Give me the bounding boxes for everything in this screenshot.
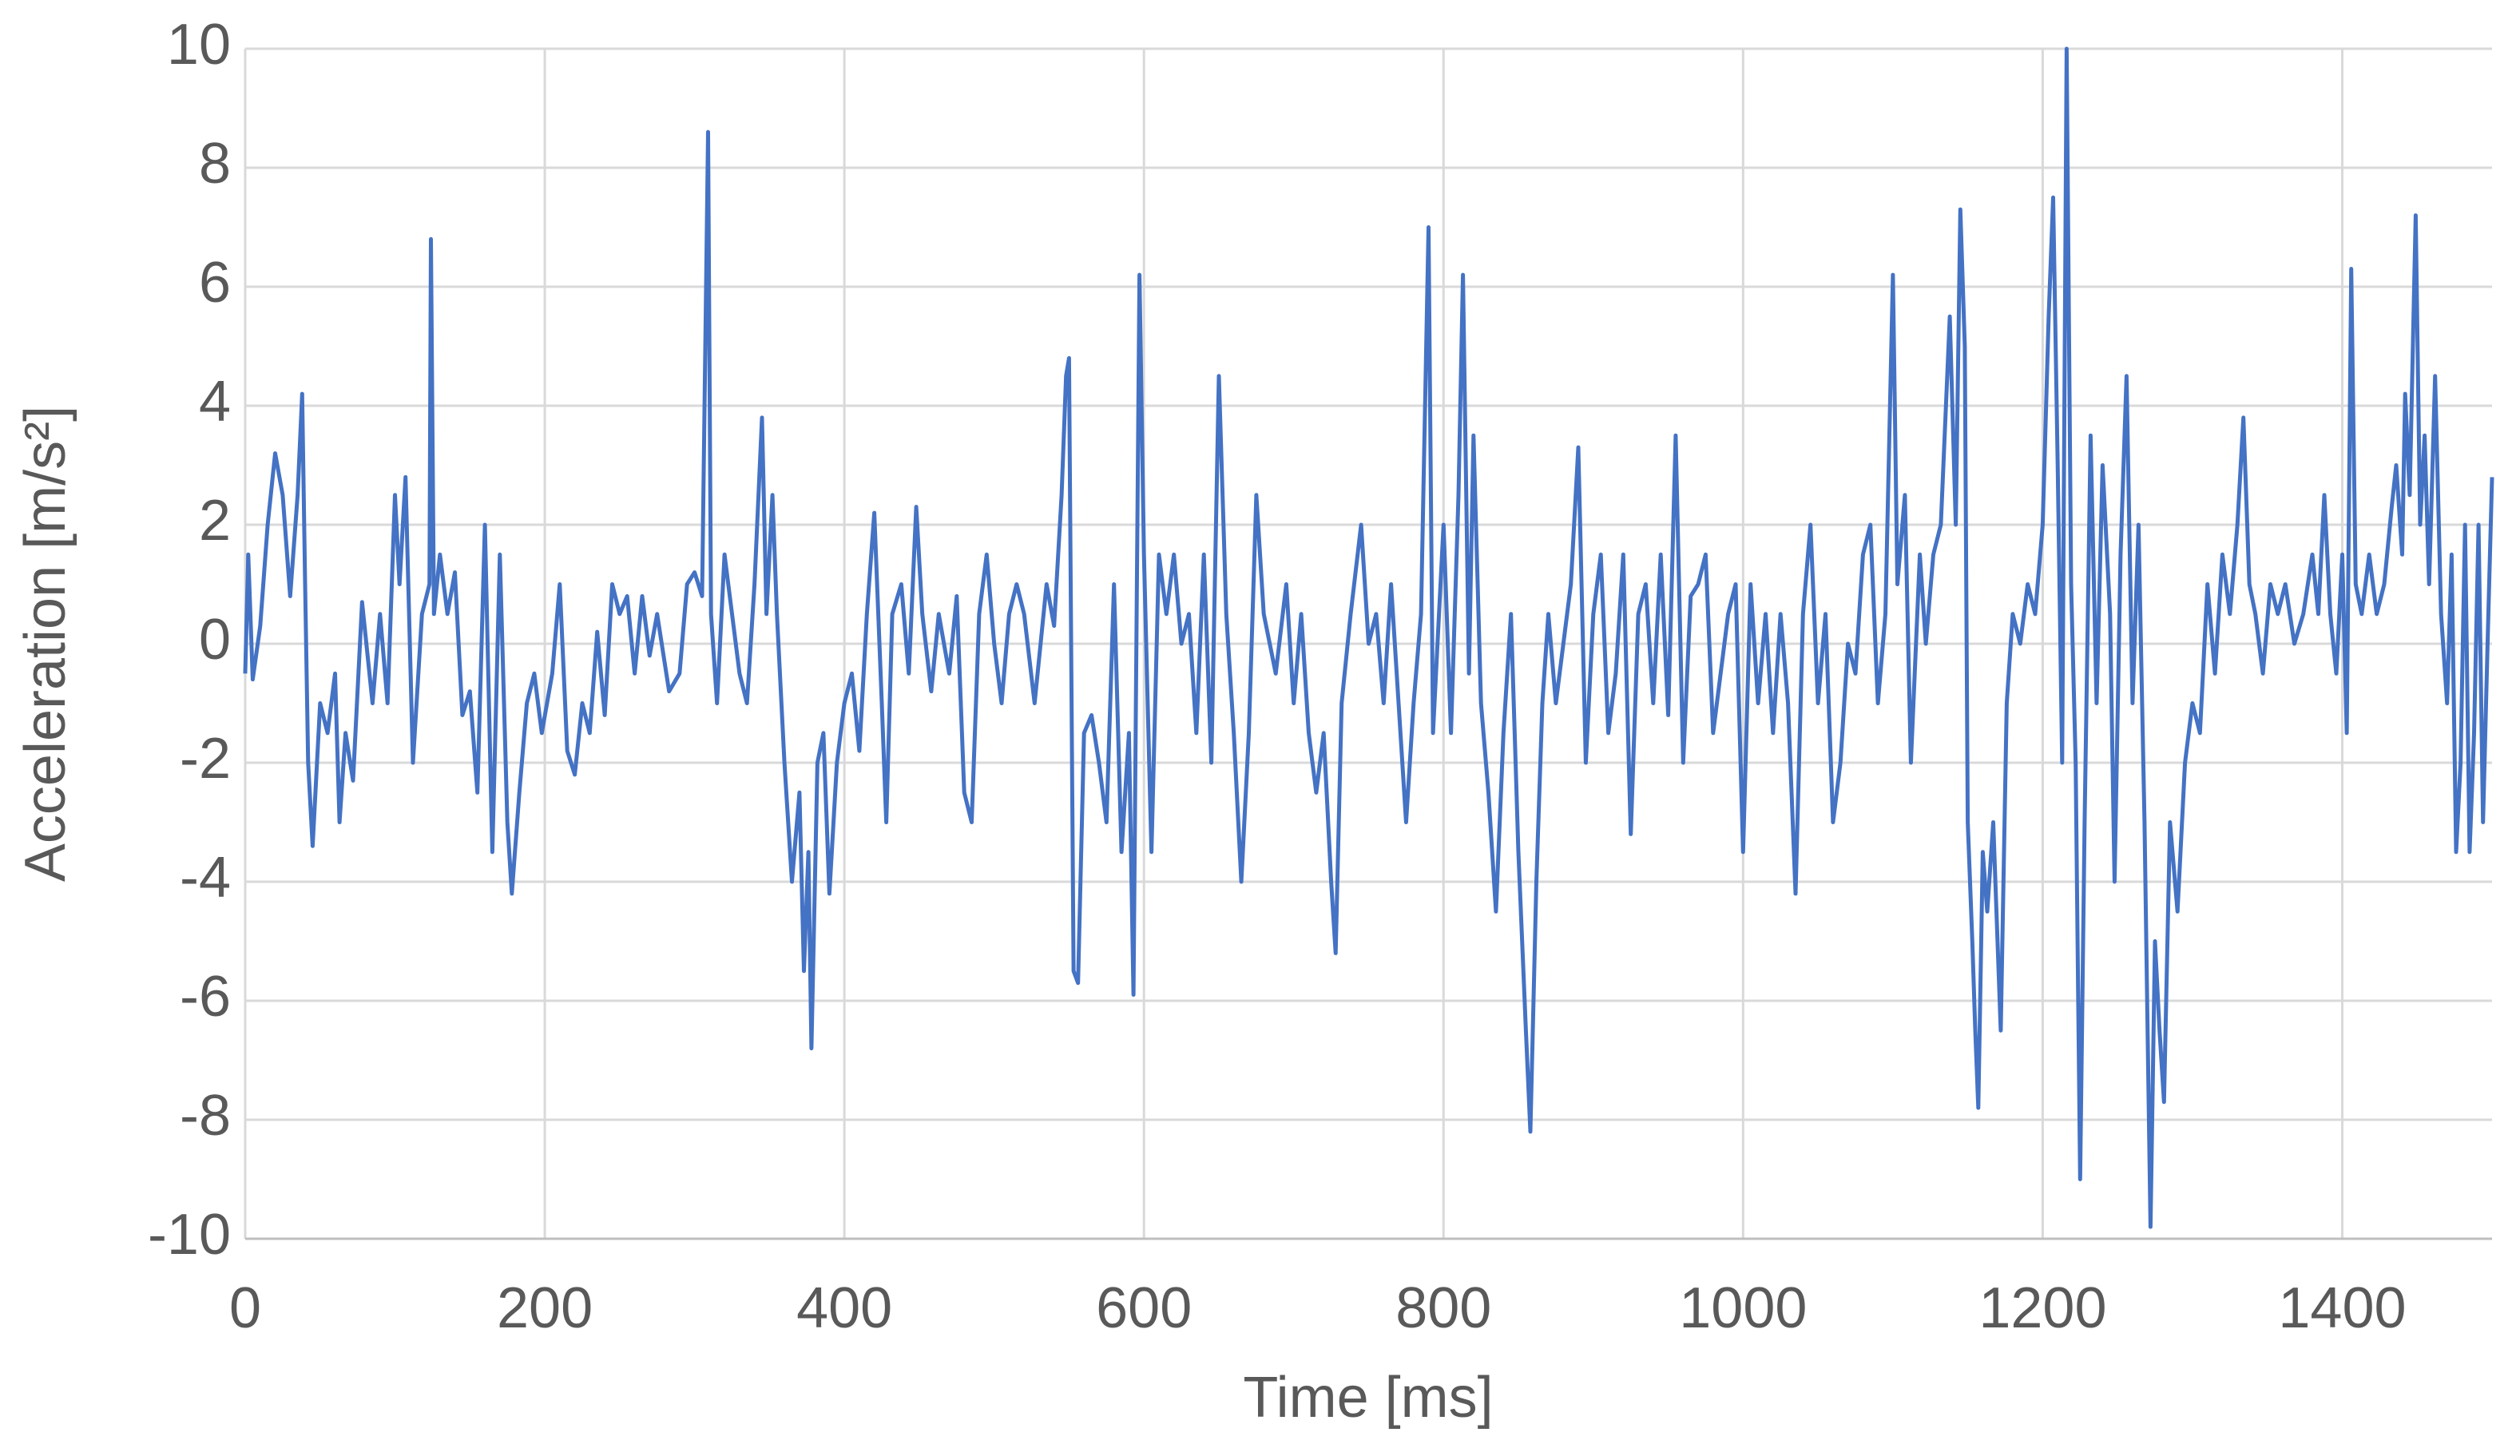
y-tick-label: -10: [148, 1203, 231, 1267]
y-tick-label: -2: [180, 727, 231, 791]
x-tick-label: 0: [229, 1276, 261, 1340]
x-axis-title: Time [ms]: [1243, 1366, 1493, 1430]
x-tick-label: 1200: [1978, 1276, 2106, 1340]
x-tick-label: 1400: [2278, 1276, 2406, 1340]
y-tick-label: -6: [180, 965, 231, 1029]
x-tick-label: 600: [1096, 1276, 1192, 1340]
data-line: [243, 46, 2494, 1229]
x-tick-label: 200: [497, 1276, 593, 1340]
y-tick-label: 4: [199, 370, 231, 434]
y-tick-label: 10: [167, 13, 231, 77]
y-axis-title: Acceleration [m/s²]: [14, 406, 77, 882]
y-tick-label: 0: [199, 608, 231, 672]
y-tick-label: 8: [199, 132, 231, 196]
x-tick-label: 400: [796, 1276, 892, 1340]
y-tick-label: 2: [199, 489, 231, 553]
y-tick-label: 6: [199, 251, 231, 315]
y-tick-label: -4: [180, 846, 231, 910]
x-tick-label: 1000: [1679, 1276, 1807, 1340]
x-tick-label: 800: [1395, 1276, 1491, 1340]
y-tick-label: -8: [180, 1084, 231, 1148]
